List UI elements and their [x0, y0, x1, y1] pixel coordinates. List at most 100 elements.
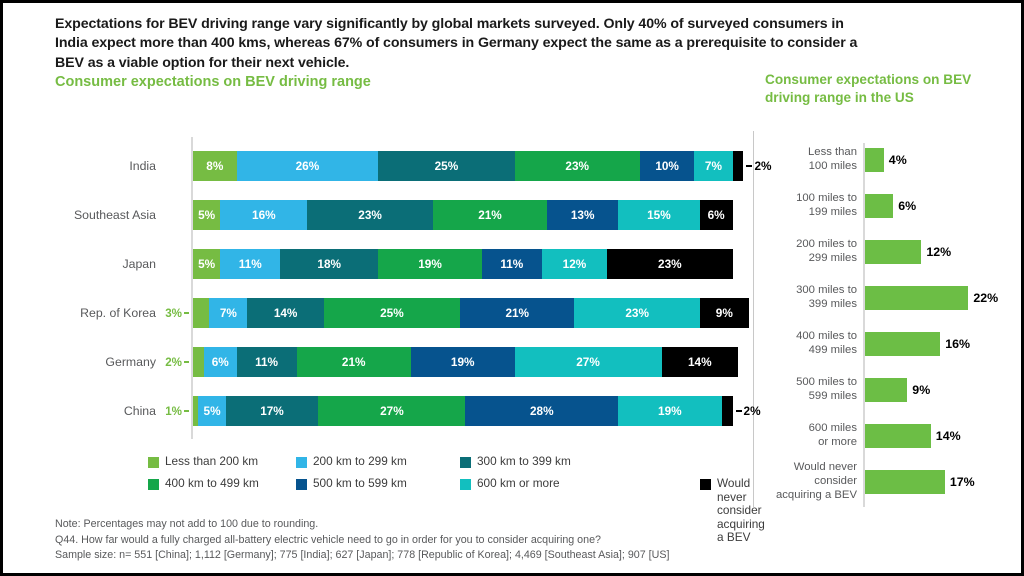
bar-segment: 7% — [209, 298, 248, 328]
bar-segment — [193, 347, 204, 377]
footnote-block: Note: Percentages may not add to 100 due… — [55, 517, 815, 564]
bar-segment: 23% — [574, 298, 700, 328]
legend-label: Would never consider acquiring a BEV — [717, 476, 765, 545]
stacked-bar: 5% 17% 27% 28% 19% — [193, 396, 733, 426]
chart-legend: Less than 200 km 200 km to 299 km 300 km t… — [148, 454, 765, 544]
stacked-bar: 7% 14% 25% 21% 23% 9% — [193, 298, 749, 328]
stacked-bar-row: Germany 2% 6% 11% 21% 19% 27% 14% — [48, 347, 748, 377]
bar-segment: 18% — [280, 249, 379, 279]
bar-segment: 25% — [378, 151, 515, 181]
bar-segment: 17% — [225, 396, 319, 426]
bar-segment: 5% — [193, 249, 221, 279]
bar-segment: 8% — [193, 151, 237, 181]
legend-label: 300 km to 399 km — [477, 454, 571, 468]
row-label-china: China — [123, 404, 156, 418]
us-bar-row: 100 miles to 199 miles 6% — [763, 191, 1021, 221]
legend-swatch — [148, 479, 159, 490]
us-bar-value: 9% — [912, 383, 931, 397]
legend-label: 200 km to 299 km — [313, 454, 407, 468]
legend-item: Would never consider acquiring a BEV — [700, 476, 765, 545]
bar-segment: 12% — [541, 249, 608, 279]
legend-item: 500 km to 599 km — [296, 476, 407, 491]
legend-row-2: 400 km to 499 km 500 km to 599 km 600 km o… — [148, 476, 765, 544]
stacked-bar-row: China 1% 5% 17% 27% 28% 19% 2% — [48, 396, 761, 426]
bar-segment — [193, 396, 199, 426]
us-bar-row: 200 miles to 299 miles 12% — [763, 237, 1021, 267]
legend-label: 500 km to 599 km — [313, 476, 407, 490]
us-row-label: 100 miles to 199 miles — [796, 192, 857, 218]
footnote-line: Q44. How far would a fully charged all-b… — [55, 533, 601, 546]
legend-item: Less than 200 km — [148, 454, 258, 469]
bar-segment: 19% — [410, 347, 515, 377]
bar-segment: 27% — [318, 396, 466, 426]
legend-label: 600 km or more — [477, 476, 560, 490]
right-chart-title: Consumer expectations on BEV driving ran… — [765, 72, 972, 105]
global-stacked-bar-chart: India 8% 26% 25% 23% 10% 7% 2% Southeast Asia 5% 1… — [48, 137, 772, 439]
us-bar-row: 300 miles to 399 miles 22% — [763, 283, 1021, 313]
legend-item: 400 km to 499 km — [148, 476, 259, 491]
bar-segment: 23% — [307, 200, 433, 230]
legend-swatch — [460, 479, 471, 490]
bar-segment: 21% — [460, 298, 575, 328]
us-bar-row: Would never consider acquiring a BEV 17% — [763, 461, 1021, 501]
bar-segment: 6% — [203, 347, 237, 377]
us-bar — [865, 286, 969, 310]
us-row-label: 400 miles to 499 miles — [796, 330, 857, 356]
stacked-bar: 5% 16% 23% 21% 13% 15% 6% — [193, 200, 733, 230]
bar-segment-outside-label: 2% — [746, 151, 771, 181]
us-bar-value: 4% — [888, 153, 907, 167]
us-bar-value: 14% — [935, 429, 961, 443]
bar-segment: 14% — [247, 298, 324, 328]
bar-segment: 23% — [514, 151, 640, 181]
us-row-label: 600 miles or more — [808, 422, 857, 448]
bar-segment: 11% — [220, 249, 281, 279]
footnote-line: Note: Percentages may not add to 100 due… — [55, 518, 319, 530]
us-row-label: 200 miles to 299 miles — [796, 238, 857, 264]
bar-segment: 14% — [661, 347, 738, 377]
legend-label: 400 km to 499 km — [165, 476, 259, 490]
us-bar-row: 400 miles to 499 miles 16% — [763, 329, 1021, 359]
bar-segment: 21% — [432, 200, 548, 230]
us-bar — [865, 148, 884, 172]
us-bar — [865, 424, 931, 448]
stacked-bar-row: Rep. of Korea 3% 7% 14% 25% 21% 23% 9% — [48, 298, 749, 328]
bar-segment: 28% — [465, 396, 619, 426]
bar-segment-outside-label: 2% — [165, 347, 189, 377]
us-bar-value: 17% — [949, 475, 975, 489]
bar-segment: 13% — [547, 200, 619, 230]
legend-swatch — [700, 479, 711, 490]
stacked-bar-row: India 8% 26% 25% 23% 10% 7% 2% — [48, 151, 772, 181]
legend-item: 600 km or more — [460, 476, 560, 491]
bar-segment: 23% — [607, 249, 733, 279]
bar-segment: 19% — [378, 249, 482, 279]
stacked-bar-row: Japan 5% 11% 18% 19% 11% 12% 23% — [48, 249, 748, 279]
us-bar-row: Less than 100 miles 4% — [763, 145, 1021, 175]
stacked-bar: 6% 11% 21% 19% 27% 14% — [193, 347, 738, 377]
us-bar — [865, 240, 922, 264]
bar-segment: 19% — [618, 396, 722, 426]
bar-segment: 11% — [481, 249, 542, 279]
bar-segment: 21% — [296, 347, 411, 377]
row-label-japan: Japan — [122, 257, 156, 271]
footnote-line: Sample size: n= 551 [China]; 1,112 [Germ… — [55, 549, 670, 562]
bar-segment-outside-label: 1% — [165, 396, 189, 426]
us-bar — [865, 332, 941, 356]
us-bar — [865, 378, 908, 402]
bar-segment — [721, 396, 733, 426]
us-row-label: 300 miles to 399 miles — [796, 284, 857, 310]
us-bar-row: 500 miles to 599 miles 9% — [763, 375, 1021, 405]
bar-segment: 10% — [639, 151, 695, 181]
stacked-bar: 5% 11% 18% 19% 11% 12% 23% — [193, 249, 733, 279]
bar-segment-outside-label: 3% — [165, 298, 189, 328]
legend-swatch — [296, 457, 307, 468]
stacked-bar: 8% 26% 25% 23% 10% 7% — [193, 151, 744, 181]
us-bar-value: 16% — [945, 337, 970, 351]
legend-swatch — [460, 457, 471, 468]
us-bar — [865, 194, 894, 218]
bar-segment: 7% — [694, 151, 733, 181]
us-row-label: Would never consider acquiring a BEV — [775, 461, 857, 501]
bar-segment: 26% — [236, 151, 379, 181]
row-label-india: India — [129, 159, 156, 173]
bar-segment — [732, 151, 744, 181]
